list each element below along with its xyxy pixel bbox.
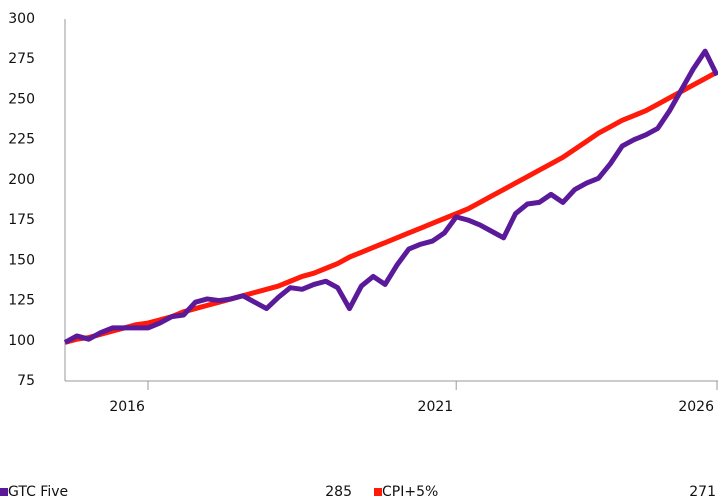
y-tick-label: 150 — [8, 252, 35, 268]
legend-label: CPI+5% — [382, 484, 438, 500]
x-tick-label: 2021 — [418, 399, 454, 415]
legend-value: 271 — [689, 484, 716, 500]
x-tick-label: 2026 — [678, 399, 714, 415]
y-tick-label: 250 — [8, 91, 35, 107]
legend-swatch — [374, 488, 382, 496]
y-tick-label: 75 — [17, 373, 35, 389]
legend-swatch — [0, 488, 8, 496]
y-tick-label: 300 — [8, 11, 35, 27]
legend-label: GTC Five — [8, 484, 68, 500]
y-tick-label: 275 — [8, 51, 35, 67]
y-tick-label: 225 — [8, 132, 35, 148]
y-tick-label: 200 — [8, 172, 35, 188]
legend-value: 285 — [325, 484, 352, 500]
x-tick-label: 2016 — [109, 399, 145, 415]
series-line — [63, 48, 718, 345]
y-tick-label: 175 — [8, 212, 35, 228]
y-tick-label: 100 — [8, 333, 35, 349]
y-tick-label: 125 — [8, 293, 35, 309]
series-line — [64, 69, 718, 345]
